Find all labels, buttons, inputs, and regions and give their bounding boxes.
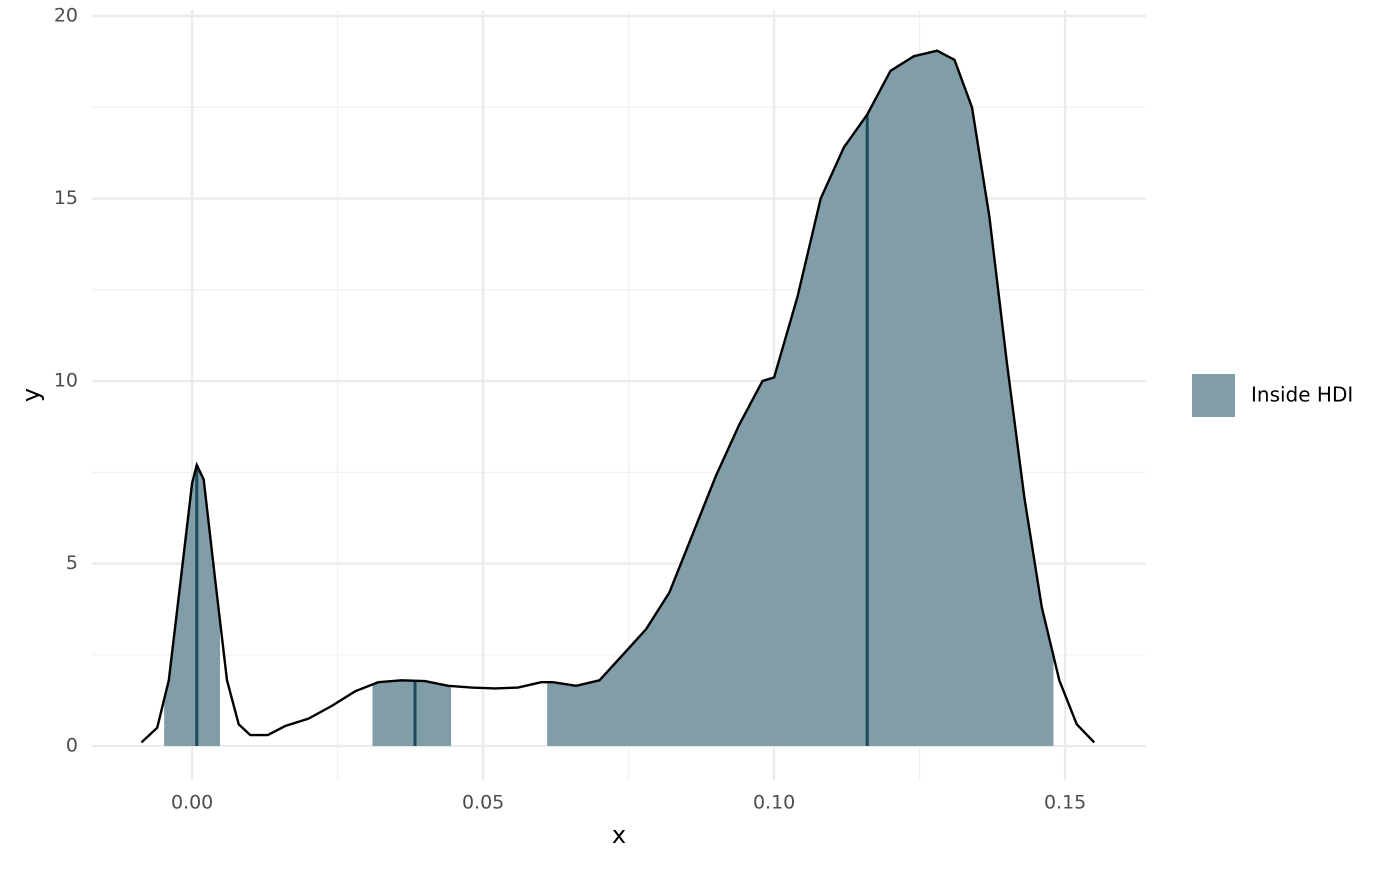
legend-label: Inside HDI bbox=[1251, 383, 1353, 407]
density-line bbox=[140, 49, 1096, 744]
y-axis-title: y bbox=[17, 388, 45, 402]
x-tick-label: 0.15 bbox=[1044, 792, 1086, 814]
y-tick-label: 15 bbox=[54, 187, 78, 209]
y-tick-label: 5 bbox=[66, 552, 78, 574]
legend-key bbox=[1192, 374, 1235, 417]
x-tick-label: 0.00 bbox=[171, 792, 213, 814]
x-tick-label: 0.10 bbox=[753, 792, 795, 814]
y-tick-label: 20 bbox=[54, 5, 78, 27]
hdi-area bbox=[547, 50, 1054, 747]
hdi-area bbox=[372, 50, 452, 747]
y-tick-label: 0 bbox=[66, 735, 78, 757]
x-axis-title: x bbox=[612, 821, 626, 849]
y-tick-label: 10 bbox=[54, 370, 78, 392]
x-tick-label: 0.05 bbox=[462, 792, 504, 814]
